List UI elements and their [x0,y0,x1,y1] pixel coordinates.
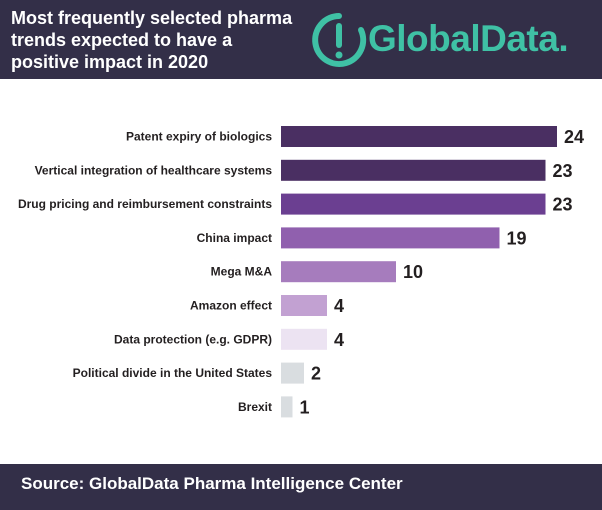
bar [281,396,293,418]
bar [281,193,546,215]
value-label: 4 [334,296,344,316]
bar [281,159,546,181]
value-label: 2 [311,364,321,384]
value-label: 4 [334,330,344,350]
value-label: 23 [553,195,573,215]
value-label: 24 [564,127,584,147]
bar [281,328,327,350]
bar [281,227,500,249]
globaldata-logo-icon [312,13,367,67]
globaldata-logo: GlobalData. [311,12,596,68]
value-label: 10 [403,262,423,282]
category-label: Patent expiry of biologics [126,130,272,144]
chart-title: Most frequently selected pharma trends e… [11,8,293,72]
category-label: Brexit [238,400,272,414]
category-label: Political divide in the United States [73,366,273,380]
bar [281,126,557,147]
category-label: Drug pricing and reimbursement constrain… [18,197,272,211]
value-label: 1 [300,397,310,417]
value-label: 19 [507,228,527,248]
category-label: Vertical integration of healthcare syste… [35,163,273,177]
bar [281,295,327,316]
bar [281,261,396,283]
header-banner: Most frequently selected pharma trends e… [0,0,602,79]
brand-name: GlobalData. [368,18,569,59]
value-label: 23 [553,161,573,181]
bar [281,362,304,384]
category-label: Data protection (e.g. GDPR) [114,332,272,346]
category-label: Amazon effect [190,299,272,313]
category-label: Mega M&A [211,265,273,279]
category-label: China impact [197,231,272,245]
footer-banner: Source: GlobalData Pharma Intelligence C… [0,464,602,510]
source-note: Source: GlobalData Pharma Intelligence C… [21,474,403,493]
